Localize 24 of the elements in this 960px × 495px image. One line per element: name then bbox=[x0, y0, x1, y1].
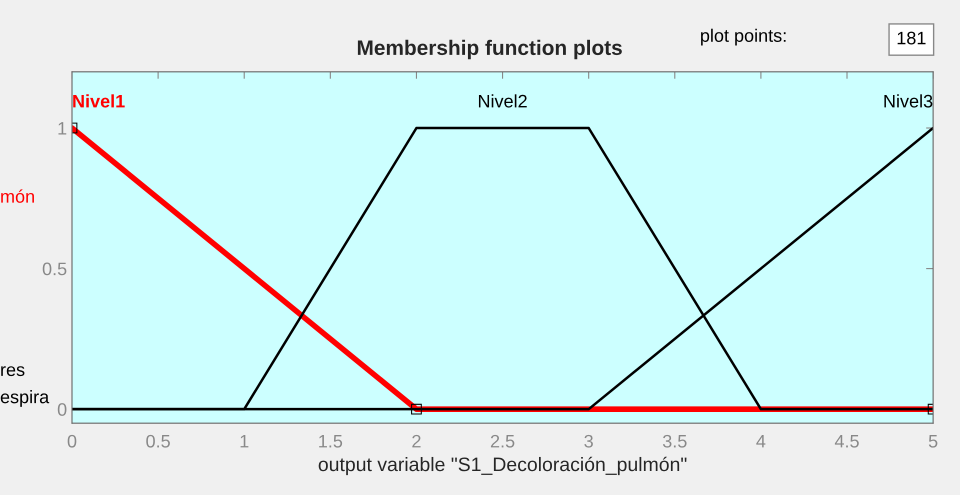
x-tick-label: 2 bbox=[412, 434, 421, 448]
x-tick-label: 1.5 bbox=[319, 435, 342, 448]
x-tick-label: 3.5 bbox=[662, 434, 687, 448]
y-tick-label: 0 bbox=[58, 403, 66, 416]
x-tick-label: 5 bbox=[928, 435, 938, 448]
y-tick-label: 1 bbox=[58, 122, 66, 135]
x-tick-label: 0.5 bbox=[146, 434, 170, 448]
text: espira bbox=[0, 390, 50, 407]
x-axis-title: output variable "S1_Decoloración_pulmón" bbox=[318, 456, 686, 476]
x-tick-label: 0 bbox=[68, 434, 76, 448]
x-tick-label: 3 bbox=[584, 434, 593, 448]
x-tick-label: 4.5 bbox=[834, 435, 859, 448]
text: món bbox=[1, 189, 34, 203]
series-label: Nivel2 bbox=[478, 94, 527, 108]
text: 181 bbox=[898, 32, 926, 44]
text: res bbox=[1, 366, 24, 376]
x-tick-label: 1 bbox=[240, 435, 248, 448]
text: plot points: bbox=[701, 28, 786, 46]
y-tick-label: 0.5 bbox=[42, 262, 66, 276]
x-tick-label: 2.5 bbox=[490, 434, 514, 448]
series-label: Nivel3 bbox=[884, 94, 932, 108]
x-tick-label: 4 bbox=[756, 435, 766, 448]
series-label: Nivel1 bbox=[73, 94, 125, 108]
chart-title: Membership function plots bbox=[358, 40, 622, 60]
